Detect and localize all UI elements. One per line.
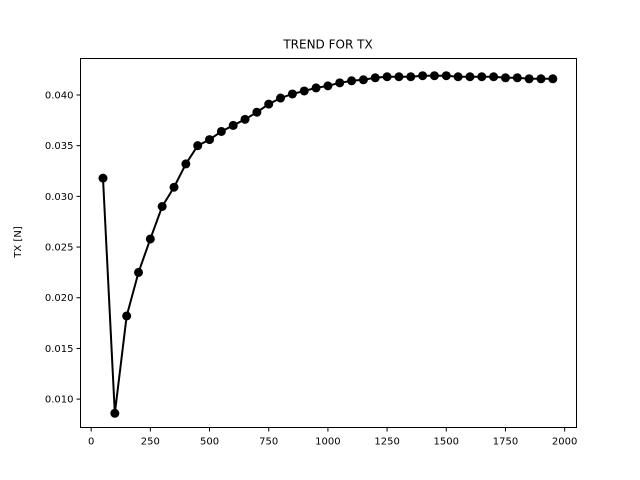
data-point xyxy=(98,173,108,183)
y-axis-label: TX [N] xyxy=(13,226,24,259)
data-point xyxy=(216,126,226,136)
data-point xyxy=(228,120,238,130)
data-point xyxy=(311,83,321,93)
data-point xyxy=(441,71,451,81)
data-point xyxy=(240,114,250,124)
chart-title: TREND FOR TX xyxy=(282,38,372,52)
data-point xyxy=(347,76,357,86)
x-axis: 0 250 500 750 1000 1250 1500 1750 2000 xyxy=(88,427,577,448)
x-tick-label: 500 xyxy=(200,437,219,448)
y-tick-label: 0.035 xyxy=(45,141,74,152)
data-point xyxy=(205,135,215,145)
data-point xyxy=(252,107,262,117)
data-point xyxy=(500,73,510,83)
y-tick-label: 0.020 xyxy=(45,293,74,304)
data-point xyxy=(548,74,558,84)
y-tick-label: 0.015 xyxy=(45,344,74,355)
data-point xyxy=(122,311,132,321)
plot-area xyxy=(98,71,558,418)
x-tick-label: 2000 xyxy=(552,437,577,448)
data-point xyxy=(382,72,392,82)
data-point xyxy=(394,72,404,82)
x-tick-label: 250 xyxy=(141,437,160,448)
data-point xyxy=(110,408,120,418)
data-point xyxy=(489,72,499,82)
data-point xyxy=(406,72,416,82)
data-point xyxy=(524,74,534,84)
y-tick-label: 0.025 xyxy=(45,243,74,254)
data-point xyxy=(465,72,475,82)
data-point xyxy=(358,75,368,85)
data-point xyxy=(335,78,345,88)
data-point xyxy=(429,71,439,81)
series-markers xyxy=(98,71,558,418)
data-point xyxy=(370,73,380,83)
x-tick-label: 750 xyxy=(259,437,278,448)
data-point xyxy=(287,89,297,99)
x-tick-label: 1000 xyxy=(315,437,340,448)
data-point xyxy=(299,86,309,96)
data-point xyxy=(169,182,179,192)
data-point xyxy=(276,93,286,103)
x-tick-label: 1250 xyxy=(374,437,399,448)
data-point xyxy=(453,72,463,82)
y-axis: 0.010 0.015 0.020 0.025 0.030 0.035 0.040 xyxy=(45,90,81,406)
data-point xyxy=(264,99,274,109)
data-point xyxy=(145,234,155,244)
plot-frame xyxy=(80,58,577,428)
data-point xyxy=(193,141,203,151)
data-point xyxy=(157,202,167,212)
data-point xyxy=(181,159,191,169)
x-tick-label: 1500 xyxy=(434,437,459,448)
data-point xyxy=(536,74,546,84)
y-tick-label: 0.010 xyxy=(45,395,74,406)
x-tick-label: 1750 xyxy=(493,437,518,448)
y-tick-label: 0.030 xyxy=(45,192,74,203)
y-tick-label: 0.040 xyxy=(45,90,74,101)
data-point xyxy=(323,81,333,91)
data-point xyxy=(134,267,144,277)
x-tick-label: 0 xyxy=(88,437,94,448)
data-point xyxy=(477,72,487,82)
data-point xyxy=(512,73,522,83)
data-point xyxy=(418,71,428,81)
